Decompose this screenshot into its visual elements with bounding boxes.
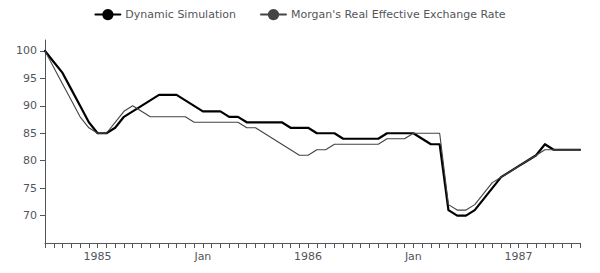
svg-text:Dynamic Simulation: Dynamic Simulation — [125, 8, 236, 21]
svg-text:Morgan's Real Effective Exchan: Morgan's Real Effective Exchange Rate — [291, 8, 506, 21]
svg-text:100: 100 — [16, 44, 37, 57]
svg-text:85: 85 — [23, 127, 37, 140]
svg-text:80: 80 — [23, 154, 37, 167]
svg-text:75: 75 — [23, 182, 37, 195]
svg-text:Jan: Jan — [404, 250, 422, 263]
svg-text:95: 95 — [23, 72, 37, 85]
svg-text:Jan: Jan — [193, 250, 211, 263]
svg-text:1986: 1986 — [294, 250, 322, 263]
svg-text:70: 70 — [23, 209, 37, 222]
svg-text:90: 90 — [23, 99, 37, 112]
svg-text:1985: 1985 — [84, 250, 112, 263]
svg-text:1987: 1987 — [505, 250, 533, 263]
